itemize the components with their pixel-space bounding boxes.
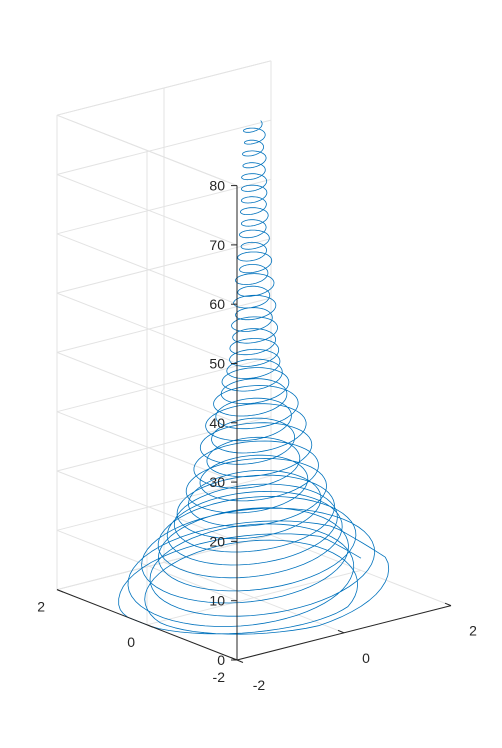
z-tick-label: 10 (209, 593, 225, 609)
grid-line-back-z (56, 475, 272, 531)
y-tick-label: 2 (37, 599, 45, 615)
curve-layer (118, 120, 390, 635)
grid-line-back-z (56, 238, 272, 294)
series-line (118, 120, 390, 635)
grid-line-left-z (56, 233, 238, 305)
z-tick-label: 70 (209, 237, 225, 253)
y-tick-mark (56, 589, 64, 593)
y-tick-label: 0 (127, 634, 135, 650)
grid-line-left-z (56, 292, 238, 364)
grid-line-back-z (56, 178, 272, 235)
x-tick-label: -2 (253, 677, 266, 693)
grid-line-floor-y (146, 569, 362, 626)
z-tick-label: 30 (209, 474, 225, 490)
grid-box-top-left (56, 114, 238, 187)
grid-line-left-z (56, 351, 238, 424)
z-tick-label: 80 (209, 178, 225, 194)
z-tick-label: 0 (217, 652, 225, 668)
x-tick-mark (444, 602, 452, 607)
z-tick-label: 20 (209, 533, 225, 549)
grid-line-back-z (56, 119, 272, 175)
axis-layer (56, 185, 452, 663)
grid-box-top-back (56, 60, 272, 116)
z-tick-label: 50 (209, 356, 225, 372)
grid-line-back-z (56, 297, 272, 353)
x-tick-label: 0 (362, 650, 370, 666)
x-tick-mark (230, 657, 238, 661)
z-tick-label: 40 (209, 415, 225, 431)
y-tick-label: -2 (213, 669, 226, 685)
x-tick-mark (337, 629, 345, 634)
grid-line-back-z (56, 534, 272, 591)
y-tick-mark (146, 624, 154, 628)
grid-line-back-z (56, 356, 272, 413)
y-tick-mark (236, 659, 244, 663)
grid-line-left-z (56, 470, 238, 542)
x-tick-label: 2 (469, 623, 477, 639)
z-tick-label: 60 (209, 296, 225, 312)
grid-line-left-z (56, 174, 238, 246)
